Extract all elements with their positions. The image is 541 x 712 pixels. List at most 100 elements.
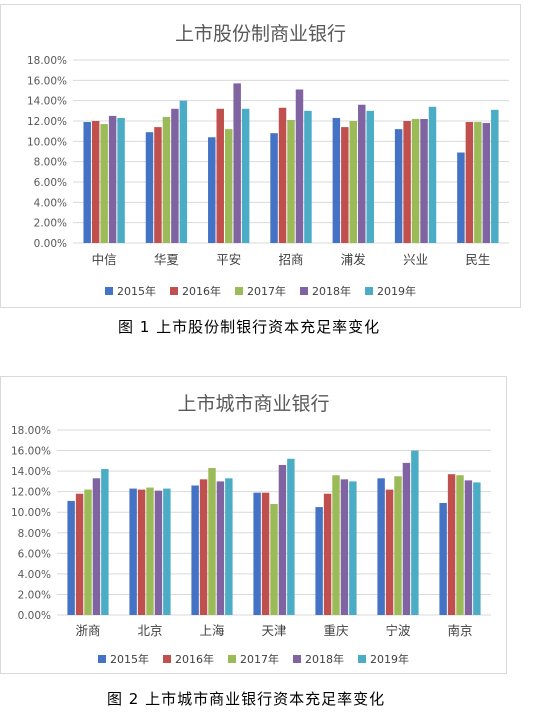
y-tick-label: 14.00% [27,96,67,108]
bar-上海-2017年 [208,468,216,615]
y-tick-label: 6.00% [18,548,51,560]
bar-浦发-2015年 [332,117,341,243]
y-tick-label: 2.00% [18,589,51,601]
y-tick-label: 10.00% [11,507,51,519]
chart-title: 上市股份制商业银行 [174,23,346,45]
x-category-label: 南京 [447,623,472,638]
bar-重庆-2017年 [332,475,340,615]
bar-民生-2016年 [465,122,474,243]
bar-兴业-2016年 [403,121,411,243]
bar-民生-2018年 [482,123,491,243]
bar-招商-2015年 [270,133,278,243]
y-tick-label: 0.00% [34,238,67,250]
bar-南京-2016年 [447,474,456,615]
bar-平安-2015年 [208,137,216,243]
bar-南京-2018年 [464,480,473,615]
bar-重庆-2016年 [323,493,332,615]
bar-南京-2017年 [456,475,464,615]
legend-item: 2018年 [300,283,351,299]
bar-招商-2016年 [278,107,287,244]
bar-上海-2015年 [191,485,199,615]
legend-item: 2019年 [365,283,416,299]
legend-label: 2019年 [377,285,416,298]
bar-招商-2017年 [287,119,295,243]
x-category-label: 浦发 [341,252,367,267]
bar-南京-2019年 [473,482,481,615]
bar-天津-2016年 [261,492,270,615]
bar-浙商-2015年 [67,500,75,615]
bar-浦发-2019年 [366,110,374,243]
bar-平安-2016年 [216,108,224,243]
x-category-label: 招商 [278,252,303,267]
legend-label: 2015年 [117,285,156,298]
y-tick-label: 8.00% [34,157,67,169]
y-tick-label: 14.00% [11,466,51,478]
bar-天津-2015年 [253,492,261,615]
bar-平安-2017年 [224,129,233,243]
legend-swatch [105,287,113,295]
figure-caption-2: 图 2 上市城市商业银行资本充足率变化 [107,690,386,708]
y-tick-label: 18.00% [27,55,67,67]
y-tick-label: 10.00% [27,136,67,148]
bar-中信-2017年 [100,124,108,243]
bar-华夏-2016年 [154,127,162,243]
bar-兴业-2015年 [394,129,403,243]
y-tick-label: 12.00% [27,116,67,128]
bar-浙商-2017年 [84,489,92,615]
bar-南京-2015年 [439,502,447,615]
bar-宁波-2016年 [385,489,394,615]
y-tick-label: 18.00% [11,425,51,437]
bar-北京-2016年 [137,489,146,615]
y-tick-label: 12.00% [11,487,51,499]
bar-天津-2018年 [278,464,287,615]
bar-招商-2018年 [295,89,304,243]
bar-重庆-2015年 [315,507,323,615]
bar-北京-2015年 [129,488,137,615]
y-tick-label: 0.00% [18,610,51,622]
bar-浙商-2019年 [101,469,109,615]
x-category-label: 重庆 [323,623,349,638]
bar-浙商-2016年 [75,493,84,615]
bar-中信-2016年 [91,121,100,243]
legend-label: 2017年 [247,285,286,298]
bar-民生-2017年 [474,122,482,243]
x-category-label: 天津 [261,623,286,638]
y-tick-label: 16.00% [11,446,51,458]
legend-swatch [358,655,366,663]
bar-重庆-2018年 [340,479,349,615]
bar-重庆-2019年 [349,481,357,615]
bar-华夏-2017年 [162,116,171,243]
bar-华夏-2015年 [145,132,154,243]
bar-天津-2019年 [287,458,295,615]
x-category-label: 兴业 [403,252,428,267]
bar-上海-2019年 [225,478,233,615]
bar-中信-2018年 [108,115,117,243]
bar-chart-1: 0.00% 2.00% 4.00% 6.00% 8.00% 10.00% 12.00% 14.… [27,55,509,267]
x-category-label: 北京 [137,623,162,638]
y-tick-label: 4.00% [18,569,51,581]
chart-panel-2: 上市城市商业银行 0.00% 2.00% 4.00% 6.00% 8.00% 10.00%… [0,376,507,674]
bar-招商-2019年 [304,110,312,243]
bar-浦发-2017年 [349,121,358,243]
bar-兴业-2017年 [411,118,420,243]
x-category-label: 浙商 [75,623,100,638]
x-category-label: 平安 [216,252,241,267]
legend-swatch [170,287,178,295]
legend-swatch [293,655,301,663]
legend-label: 2018年 [312,285,351,298]
chart-title: 上市城市商业银行 [177,393,330,415]
y-tick-label: 8.00% [18,528,51,540]
legend-swatch [365,287,373,295]
bar-chart-2: 0.00% 2.00% 4.00% 6.00% 8.00% 10.00% 12.00% 14.… [11,425,491,638]
legend-label: 2015年 [110,653,149,666]
bar-浙商-2018年 [92,478,101,615]
y-tick-label: 4.00% [34,197,67,209]
x-category-label: 宁波 [385,623,411,638]
legend-label: 2019年 [370,653,409,666]
bar-华夏-2019年 [179,100,188,244]
x-category-label: 华夏 [154,252,180,267]
x-category-label: 上海 [199,623,225,638]
bar-兴业-2019年 [428,106,437,244]
bar-浦发-2018年 [358,104,366,243]
legend-item: 2018年 [293,651,344,667]
